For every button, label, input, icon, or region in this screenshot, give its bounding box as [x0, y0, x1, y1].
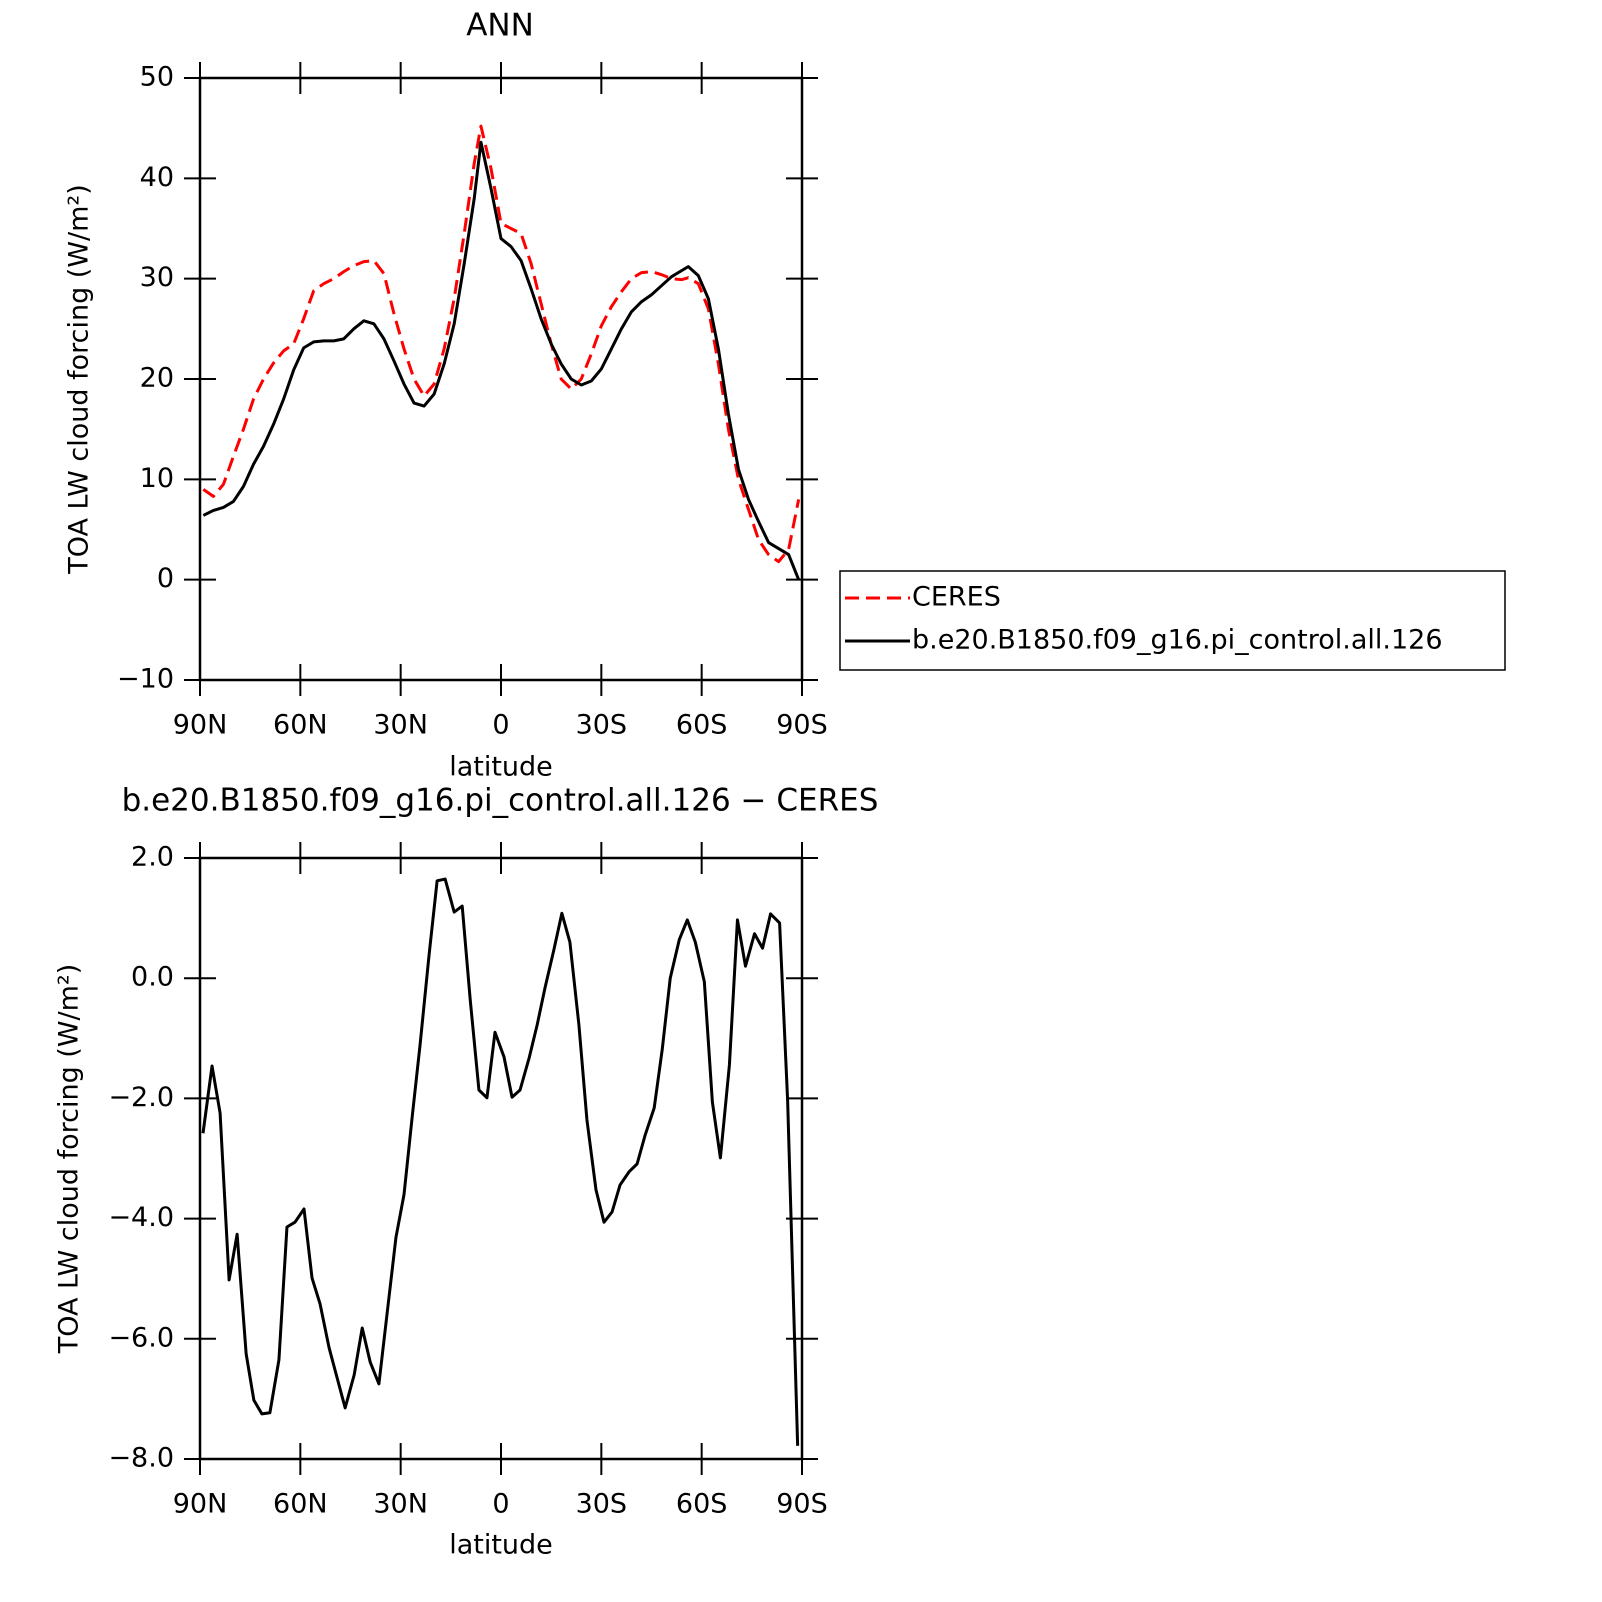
x-axis-label: latitude [449, 752, 553, 783]
x-tick-label: 0 [492, 710, 509, 741]
y-axis-label: TOA LW cloud forcing (W/m²) [64, 184, 95, 575]
y-tick-label: 0.0 [131, 962, 174, 993]
y-tick-label: 10 [140, 463, 174, 494]
chart-title: ANN [466, 8, 534, 44]
x-tick-label: 60S [676, 710, 728, 741]
x-tick-label: 0 [492, 1489, 509, 1520]
data-line [202, 124, 801, 564]
y-tick-label: −8.0 [108, 1443, 174, 1474]
data-line [202, 140, 801, 581]
y-tick-label: 2.0 [131, 842, 174, 873]
y-tick-label: 20 [140, 363, 174, 394]
y-tick-label: −10 [117, 664, 174, 695]
x-tick-label: 90N [173, 1489, 228, 1520]
plot-frame [198, 856, 804, 1461]
x-tick-label: 60N [273, 710, 328, 741]
x-tick-label: 90N [173, 710, 228, 741]
y-axis-label: TOA LW cloud forcing (W/m²) [54, 964, 85, 1355]
y-tick-label: 40 [140, 162, 174, 193]
legend-label: b.e20.B1850.f09_g16.pi_control.all.126 [912, 625, 1443, 656]
plot-frame [198, 76, 804, 682]
x-tick-label: 90S [776, 710, 828, 741]
x-tick-label: 30N [373, 1489, 428, 1520]
y-tick-label: −2.0 [108, 1082, 174, 1113]
data-line [201, 877, 800, 1446]
x-tick-label: 30N [373, 710, 428, 741]
x-tick-label: 30S [576, 1489, 628, 1520]
x-tick-label: 30S [576, 710, 628, 741]
x-tick-label: 60N [273, 1489, 328, 1520]
x-tick-label: 90S [776, 1489, 828, 1520]
y-tick-label: −4.0 [108, 1202, 174, 1233]
chart-title: b.e20.B1850.f09_g16.pi_control.all.126 −… [122, 783, 879, 819]
x-axis-label: latitude [449, 1530, 553, 1561]
y-tick-label: 30 [140, 262, 174, 293]
legend-box [839, 570, 1506, 671]
y-tick-label: 50 [140, 62, 174, 93]
y-tick-label: 0 [157, 563, 174, 594]
x-tick-label: 60S [676, 1489, 728, 1520]
legend-label: CERES [912, 582, 1001, 613]
y-tick-label: −6.0 [108, 1322, 174, 1353]
